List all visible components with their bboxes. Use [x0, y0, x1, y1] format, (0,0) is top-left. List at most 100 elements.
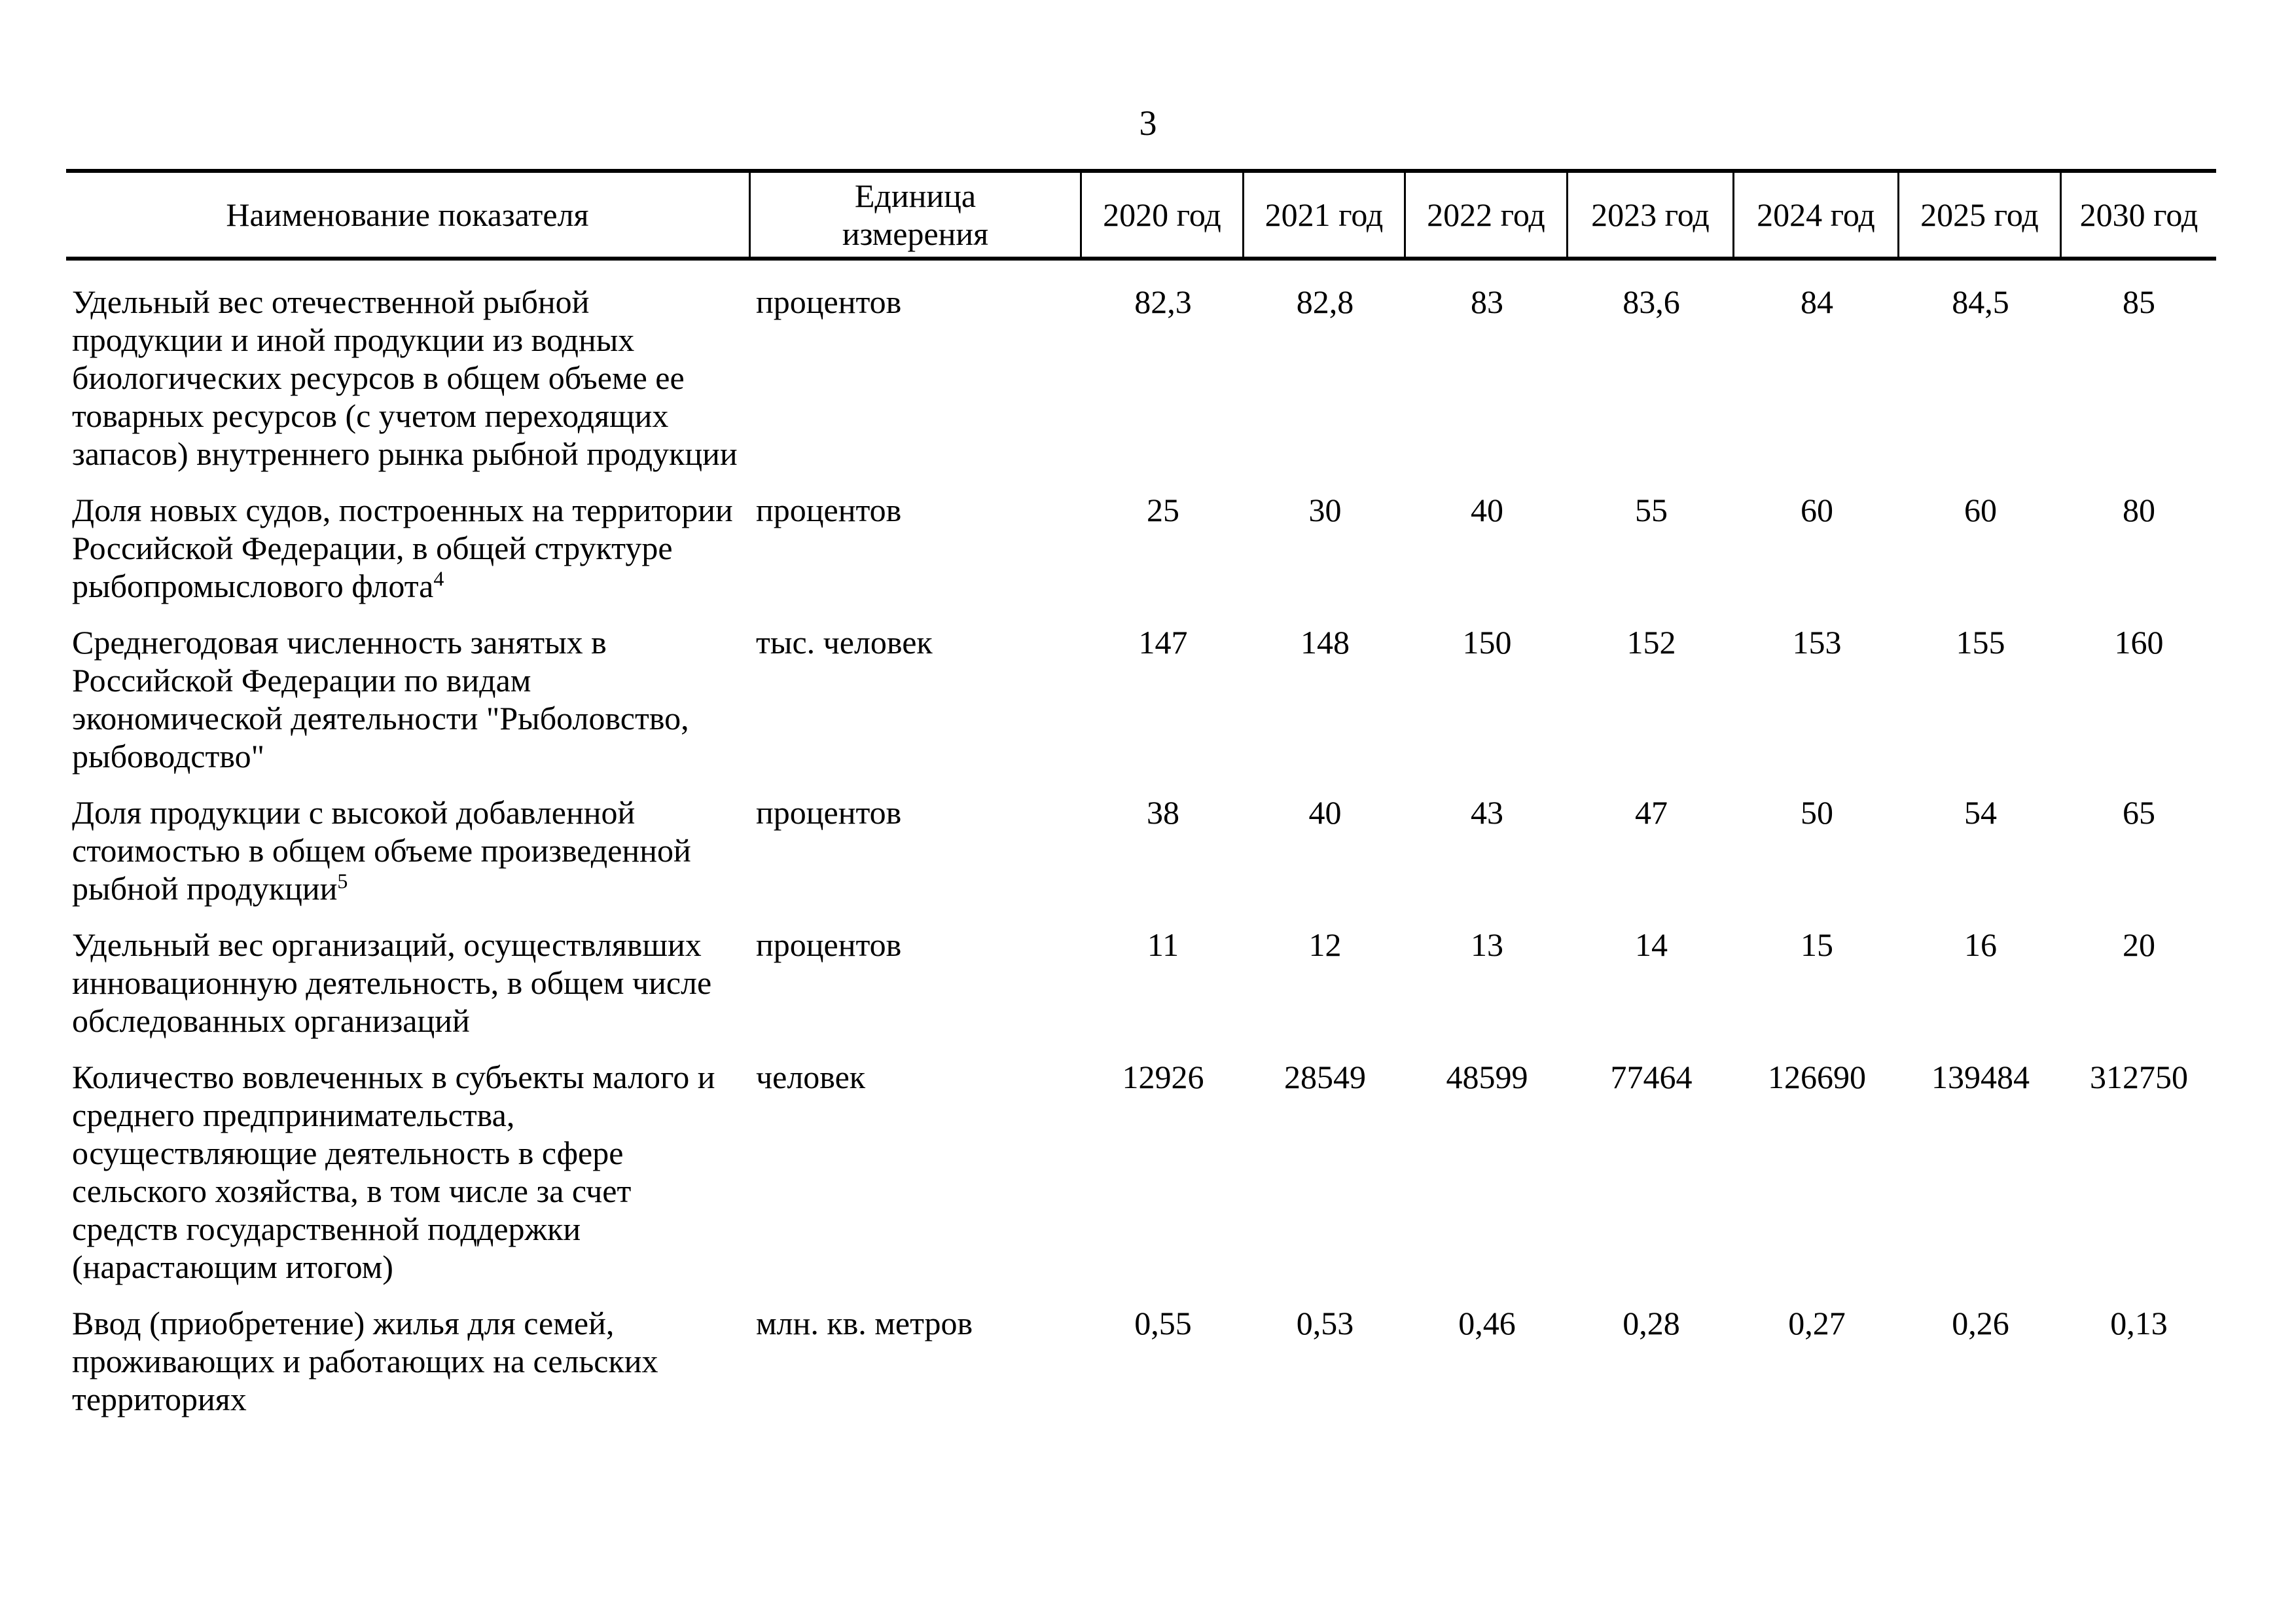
- value-cell: 50: [1801, 794, 1833, 831]
- table-row: Ввод (приобретение) жилья для семей, прож…: [66, 1304, 2216, 1418]
- header-year: 2022 год: [1406, 173, 1568, 257]
- value-cell: 160: [2114, 624, 2164, 661]
- value-cell: 152: [1626, 624, 1676, 661]
- indicator-line: территориях: [72, 1381, 247, 1417]
- value-cell: 0,55: [1134, 1305, 1192, 1341]
- value-cell: 12: [1308, 926, 1342, 963]
- value-cell: 153: [1792, 624, 1842, 661]
- value-cell: 13: [1471, 926, 1503, 963]
- header-year: 2030 год: [2079, 196, 2198, 233]
- indicator-cell: Среднегодовая численность занятых в Росси…: [66, 623, 751, 775]
- value-cell: 60: [1964, 492, 1997, 528]
- value-cell: 12926: [1122, 1059, 1204, 1095]
- value-cell: 0,53: [1296, 1305, 1354, 1341]
- indicator-line: Удельный вес организаций, осуществлявших: [72, 926, 702, 963]
- indicator-line: (нарастающим итогом): [72, 1249, 393, 1285]
- value-cell: 83: [1471, 283, 1503, 320]
- indicator-line: рыбопромыслового флота4: [72, 566, 444, 604]
- value-cell: 16: [1964, 926, 1997, 963]
- value-cell: 60: [1801, 492, 1833, 528]
- header-unit-line: Единица: [854, 177, 977, 214]
- table-row: Количество вовлеченных в субъекты малого…: [66, 1058, 2216, 1286]
- value-cell: 82,8: [1296, 283, 1354, 320]
- page-number: 3: [1139, 103, 1157, 143]
- table-row: Доля продукции с высокой добавленной стои…: [66, 793, 2216, 907]
- table-header-row: Наименование показателя Единица измерени…: [66, 169, 2216, 261]
- indicator-line: осуществляющие деятельность в сфере: [72, 1135, 624, 1171]
- indicator-line: товарных ресурсов (с учетом переходящих: [72, 397, 669, 434]
- value-cell: 25: [1147, 492, 1179, 528]
- table-row: Удельный вес отечественной рыбной продукц…: [66, 283, 2216, 473]
- value-cell: 82,3: [1134, 283, 1192, 320]
- value-cell: 0,46: [1458, 1305, 1516, 1341]
- value-cell: 150: [1462, 624, 1512, 661]
- indicator-line: Российской Федерации по видам: [72, 662, 531, 699]
- value-cell: 312750: [2090, 1059, 2188, 1095]
- unit-cell: тыс. человек: [756, 624, 933, 661]
- indicator-line: рыбоводство": [72, 738, 265, 775]
- value-cell: 14: [1635, 926, 1668, 963]
- header-year: 2024 год: [1734, 173, 1899, 257]
- table-row: Среднегодовая численность занятых в Росси…: [66, 623, 2216, 775]
- value-cell: 83,6: [1623, 283, 1680, 320]
- indicator-line: среднего предпринимательства,: [72, 1097, 515, 1133]
- header-year: 2023 год: [1568, 173, 1734, 257]
- indicator-line: Доля новых судов, построенных на террито…: [72, 492, 733, 528]
- value-cell: 47: [1635, 794, 1668, 831]
- unit-cell: процентов: [756, 794, 902, 831]
- indicator-line: сельского хозяйства, в том числе за счет: [72, 1173, 632, 1209]
- unit-cell: процентов: [756, 283, 902, 320]
- indicator-line: Ввод (приобретение) жилья для семей,: [72, 1305, 615, 1341]
- value-cell: 0,26: [1952, 1305, 2009, 1341]
- header-year: 2025 год: [1899, 173, 2062, 257]
- indicator-cell: Доля новых судов, построенных на террито…: [66, 491, 751, 605]
- value-cell: 30: [1308, 492, 1342, 528]
- indicator-cell: Удельный вес отечественной рыбной продукц…: [66, 283, 751, 473]
- indicator-line: продукции и иной продукции из водных: [72, 321, 635, 358]
- indicator-line: экономической деятельности "Рыболовство,: [72, 700, 689, 737]
- value-cell: 0,28: [1623, 1305, 1680, 1341]
- value-cell: 40: [1471, 492, 1503, 528]
- value-cell: 126690: [1768, 1059, 1866, 1095]
- value-cell: 155: [1956, 624, 2005, 661]
- footnote-ref: 5: [337, 869, 348, 893]
- indicator-line: рыбной продукции5: [72, 869, 348, 907]
- unit-cell: млн. кв. метров: [756, 1305, 973, 1341]
- value-cell: 84,5: [1952, 283, 2009, 320]
- header-year: 2021 год: [1244, 173, 1406, 257]
- indicator-line: средств государственной поддержки: [72, 1211, 581, 1247]
- indicator-line: Среднегодовая численность занятых в: [72, 624, 607, 661]
- value-cell: 40: [1308, 794, 1342, 831]
- table-body: Удельный вес отечественной рыбной продукц…: [66, 261, 2216, 1418]
- indicator-line: обследованных организаций: [72, 1002, 470, 1039]
- value-cell: 55: [1635, 492, 1668, 528]
- unit-cell: человек: [756, 1059, 866, 1095]
- indicator-line: биологических ресурсов в общем объеме ее: [72, 359, 685, 396]
- value-cell: 139484: [1931, 1059, 2030, 1095]
- indicator-line: Российской Федерации, в общей структуре: [72, 530, 673, 566]
- value-cell: 54: [1964, 794, 1997, 831]
- footnote-ref: 4: [433, 566, 444, 591]
- table-row: Удельный вес организаций, осуществлявших…: [66, 926, 2216, 1040]
- unit-cell: процентов: [756, 492, 902, 528]
- indicator-cell: Количество вовлеченных в субъекты малого…: [66, 1058, 751, 1286]
- value-cell: 147: [1138, 624, 1188, 661]
- indicator-cell: Доля продукции с высокой добавленной стои…: [66, 793, 751, 907]
- indicator-line: стоимостью в общем объеме произведенной: [72, 832, 691, 869]
- value-cell: 43: [1471, 794, 1503, 831]
- indicator-cell: Удельный вес организаций, осуществлявших…: [66, 926, 751, 1040]
- value-cell: 0,13: [2110, 1305, 2168, 1341]
- indicator-line: запасов) внутреннего рынка рыбной продук…: [72, 435, 738, 472]
- unit-cell: процентов: [756, 926, 902, 963]
- value-cell: 15: [1801, 926, 1833, 963]
- value-cell: 85: [2123, 283, 2155, 320]
- value-cell: 84: [1801, 283, 1833, 320]
- value-cell: 38: [1147, 794, 1179, 831]
- table-row: Доля новых судов, построенных на террито…: [66, 491, 2216, 605]
- indicator-line: Доля продукции с высокой добавленной: [72, 794, 636, 831]
- value-cell: 148: [1300, 624, 1350, 661]
- indicator-line: Удельный вес отечественной рыбной: [72, 283, 590, 320]
- value-cell: 20: [2123, 926, 2155, 963]
- value-cell: 80: [2123, 492, 2155, 528]
